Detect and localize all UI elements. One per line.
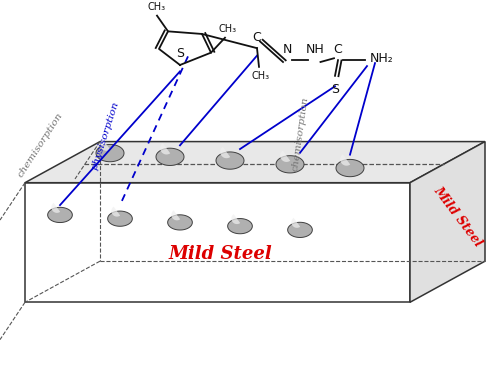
Polygon shape: [410, 142, 485, 302]
Text: NH: NH: [306, 43, 325, 57]
Text: S: S: [331, 83, 339, 96]
Text: physisorption: physisorption: [90, 101, 120, 172]
Text: chemisorption: chemisorption: [290, 96, 310, 172]
Polygon shape: [25, 183, 410, 302]
Polygon shape: [340, 154, 350, 166]
Text: NH₂: NH₂: [370, 52, 393, 65]
Polygon shape: [52, 203, 60, 213]
Polygon shape: [276, 156, 304, 173]
Polygon shape: [336, 159, 364, 177]
Polygon shape: [172, 210, 180, 220]
Text: C: C: [252, 31, 262, 44]
Polygon shape: [48, 207, 72, 222]
Polygon shape: [160, 143, 170, 155]
Text: CH₃: CH₃: [218, 24, 236, 34]
Polygon shape: [96, 144, 124, 162]
Text: chemisorption: chemisorption: [16, 111, 64, 179]
Text: CH₃: CH₃: [148, 2, 166, 12]
Polygon shape: [25, 142, 485, 183]
Polygon shape: [228, 219, 252, 234]
Polygon shape: [100, 139, 110, 151]
Polygon shape: [156, 148, 184, 166]
Polygon shape: [216, 152, 244, 169]
Text: C: C: [334, 43, 342, 57]
Polygon shape: [168, 215, 192, 230]
Polygon shape: [108, 211, 132, 226]
Polygon shape: [292, 218, 300, 228]
Polygon shape: [280, 150, 290, 162]
Polygon shape: [232, 214, 240, 224]
Polygon shape: [112, 207, 120, 217]
Text: CH₃: CH₃: [252, 70, 270, 81]
Text: Mild Steel: Mild Steel: [168, 245, 272, 263]
Text: N: N: [282, 43, 292, 57]
Polygon shape: [220, 147, 230, 158]
Text: Mild Steel: Mild Steel: [430, 184, 484, 249]
Text: S: S: [176, 47, 184, 60]
Polygon shape: [288, 222, 312, 238]
